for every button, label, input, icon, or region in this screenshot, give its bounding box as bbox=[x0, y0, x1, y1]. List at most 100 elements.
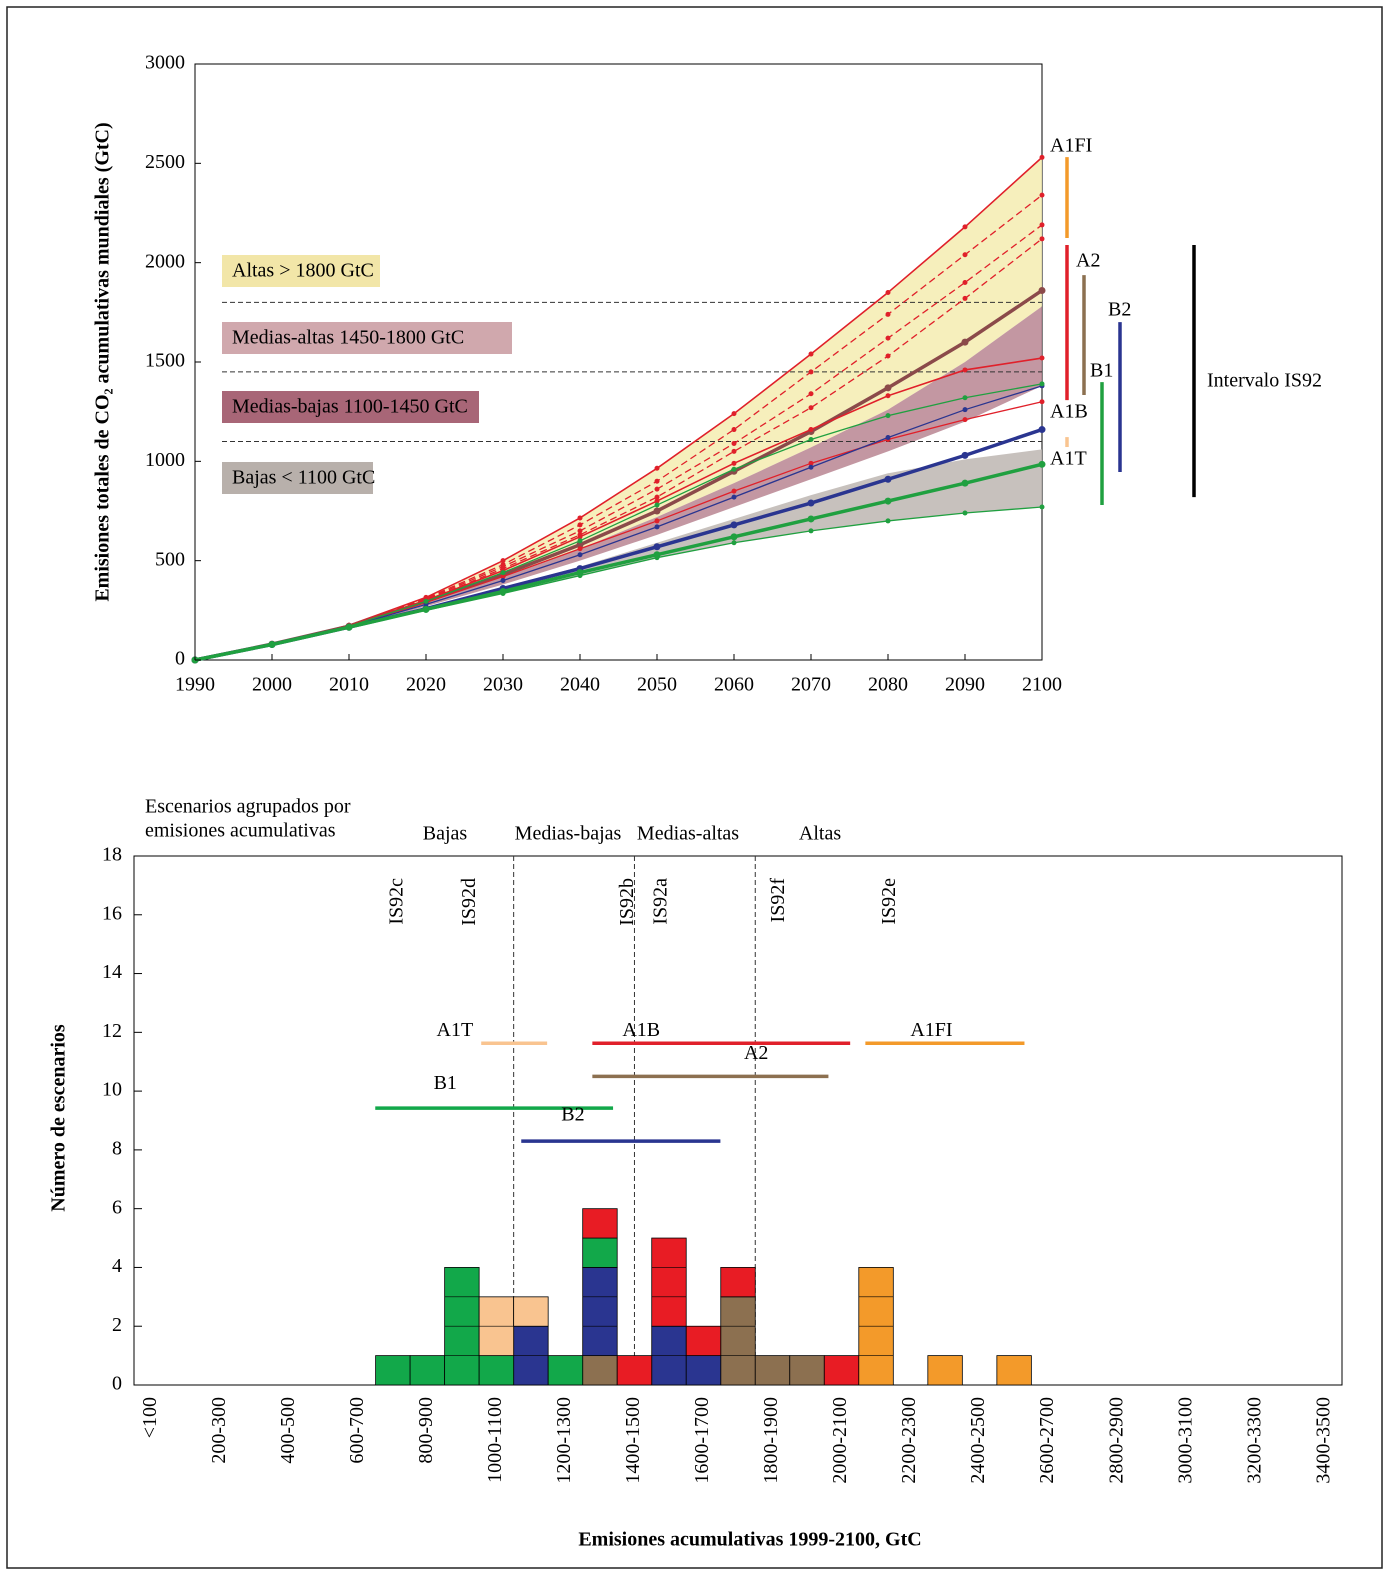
bar-segment bbox=[651, 1237, 687, 1327]
bar-segment bbox=[789, 1355, 825, 1386]
group-label: Altas bbox=[799, 823, 841, 845]
x-tick-label: 2020 bbox=[406, 674, 446, 696]
x-tick-label: 2400-2500 bbox=[967, 1397, 989, 1484]
point bbox=[961, 338, 969, 346]
range-label: A2 bbox=[1076, 250, 1100, 272]
range-label: A1FI bbox=[910, 1019, 952, 1041]
bar-segment bbox=[409, 1355, 446, 1386]
point bbox=[808, 528, 814, 534]
point bbox=[808, 460, 814, 466]
point bbox=[1038, 460, 1046, 468]
bar-segment bbox=[685, 1355, 722, 1386]
x-tick-label: 3200-3300 bbox=[1243, 1397, 1265, 1484]
point bbox=[1038, 286, 1046, 294]
point bbox=[731, 411, 737, 417]
point bbox=[962, 367, 968, 373]
x-tick-label: <100 bbox=[139, 1397, 161, 1438]
point bbox=[346, 624, 352, 630]
x-tick-label: 2060 bbox=[714, 674, 754, 696]
point bbox=[961, 479, 969, 487]
point bbox=[808, 427, 814, 433]
point bbox=[884, 384, 892, 392]
point bbox=[654, 502, 660, 508]
bar-segment bbox=[996, 1355, 1032, 1386]
point bbox=[962, 252, 968, 258]
point bbox=[808, 436, 814, 442]
range-label: A2 bbox=[744, 1042, 768, 1064]
range-label: B2 bbox=[1108, 299, 1131, 321]
range-label: A1B bbox=[622, 1019, 660, 1041]
class-label: Altas > 1800 GtC bbox=[232, 260, 374, 282]
point bbox=[577, 573, 583, 579]
x-tick-label: 2090 bbox=[945, 674, 985, 696]
class-label: Medias-bajas 1100-1450 GtC bbox=[232, 396, 468, 418]
range-label: B2 bbox=[561, 1104, 584, 1126]
class-box bbox=[222, 322, 512, 354]
x-tick-label: 2080 bbox=[868, 674, 908, 696]
point bbox=[730, 533, 738, 541]
class-label: Medias-altas 1450-1800 GtC bbox=[232, 327, 464, 349]
x-tick-label: 400-500 bbox=[277, 1397, 299, 1464]
band bbox=[195, 157, 1042, 660]
y-tick-label: 2 bbox=[112, 1314, 122, 1336]
y-tick-label: 6 bbox=[112, 1196, 122, 1218]
bar-segment bbox=[547, 1355, 584, 1386]
y-tick-label: 14 bbox=[102, 961, 122, 983]
range-label: A1B bbox=[1050, 401, 1088, 423]
scenario-marker: IS92a bbox=[650, 878, 672, 925]
bar-segment bbox=[513, 1296, 549, 1327]
bar-segment bbox=[582, 1208, 618, 1239]
point bbox=[885, 393, 891, 399]
bar-segment bbox=[582, 1237, 618, 1268]
bar-segment bbox=[823, 1355, 860, 1386]
point bbox=[500, 590, 506, 596]
x-tick-label: 2000-2100 bbox=[829, 1397, 851, 1484]
y-tick-label: 4 bbox=[112, 1255, 122, 1277]
point bbox=[962, 280, 968, 286]
point bbox=[731, 460, 737, 466]
point bbox=[808, 391, 814, 397]
point bbox=[654, 518, 660, 524]
x-tick-label: 2050 bbox=[637, 674, 677, 696]
chart-title: Escenarios agrupados por bbox=[145, 796, 351, 818]
point bbox=[731, 488, 737, 494]
x-tick-label: 1400-1500 bbox=[622, 1397, 644, 1484]
bar-segment bbox=[582, 1267, 618, 1357]
point bbox=[577, 552, 583, 558]
scenario-marker: IS92b bbox=[616, 878, 638, 926]
class-label: Bajas < 1100 GtC bbox=[232, 467, 375, 489]
y-tick-label: 500 bbox=[155, 548, 185, 570]
point bbox=[1039, 381, 1045, 387]
point bbox=[500, 574, 506, 580]
range-label: A1T bbox=[437, 1019, 474, 1041]
point bbox=[807, 499, 815, 507]
x-tick-label: 2100 bbox=[1022, 674, 1062, 696]
group-label: Medias-bajas bbox=[515, 823, 622, 845]
range-label: A1T bbox=[1050, 448, 1087, 470]
point bbox=[1039, 192, 1045, 198]
x-tick-label: 3400-3500 bbox=[1312, 1397, 1334, 1484]
point bbox=[1038, 426, 1046, 434]
point bbox=[653, 507, 661, 515]
point bbox=[731, 540, 737, 546]
y-tick-label: 1000 bbox=[145, 449, 185, 471]
point bbox=[885, 518, 891, 524]
x-tick-label: 2040 bbox=[560, 674, 600, 696]
series-line bbox=[194, 506, 1043, 661]
point bbox=[653, 543, 661, 551]
point bbox=[731, 427, 737, 433]
point bbox=[423, 598, 429, 604]
point bbox=[962, 395, 968, 401]
x-tick-label: 2030 bbox=[483, 674, 523, 696]
point bbox=[962, 407, 968, 413]
x-tick-label: 600-700 bbox=[346, 1397, 368, 1464]
bar-segment bbox=[927, 1355, 963, 1386]
point bbox=[577, 546, 583, 552]
point bbox=[808, 464, 814, 470]
x-tick-label: 2200-2300 bbox=[898, 1397, 920, 1484]
point bbox=[885, 335, 891, 341]
point bbox=[1039, 222, 1045, 228]
point bbox=[500, 570, 506, 576]
bar-segment bbox=[720, 1267, 756, 1298]
